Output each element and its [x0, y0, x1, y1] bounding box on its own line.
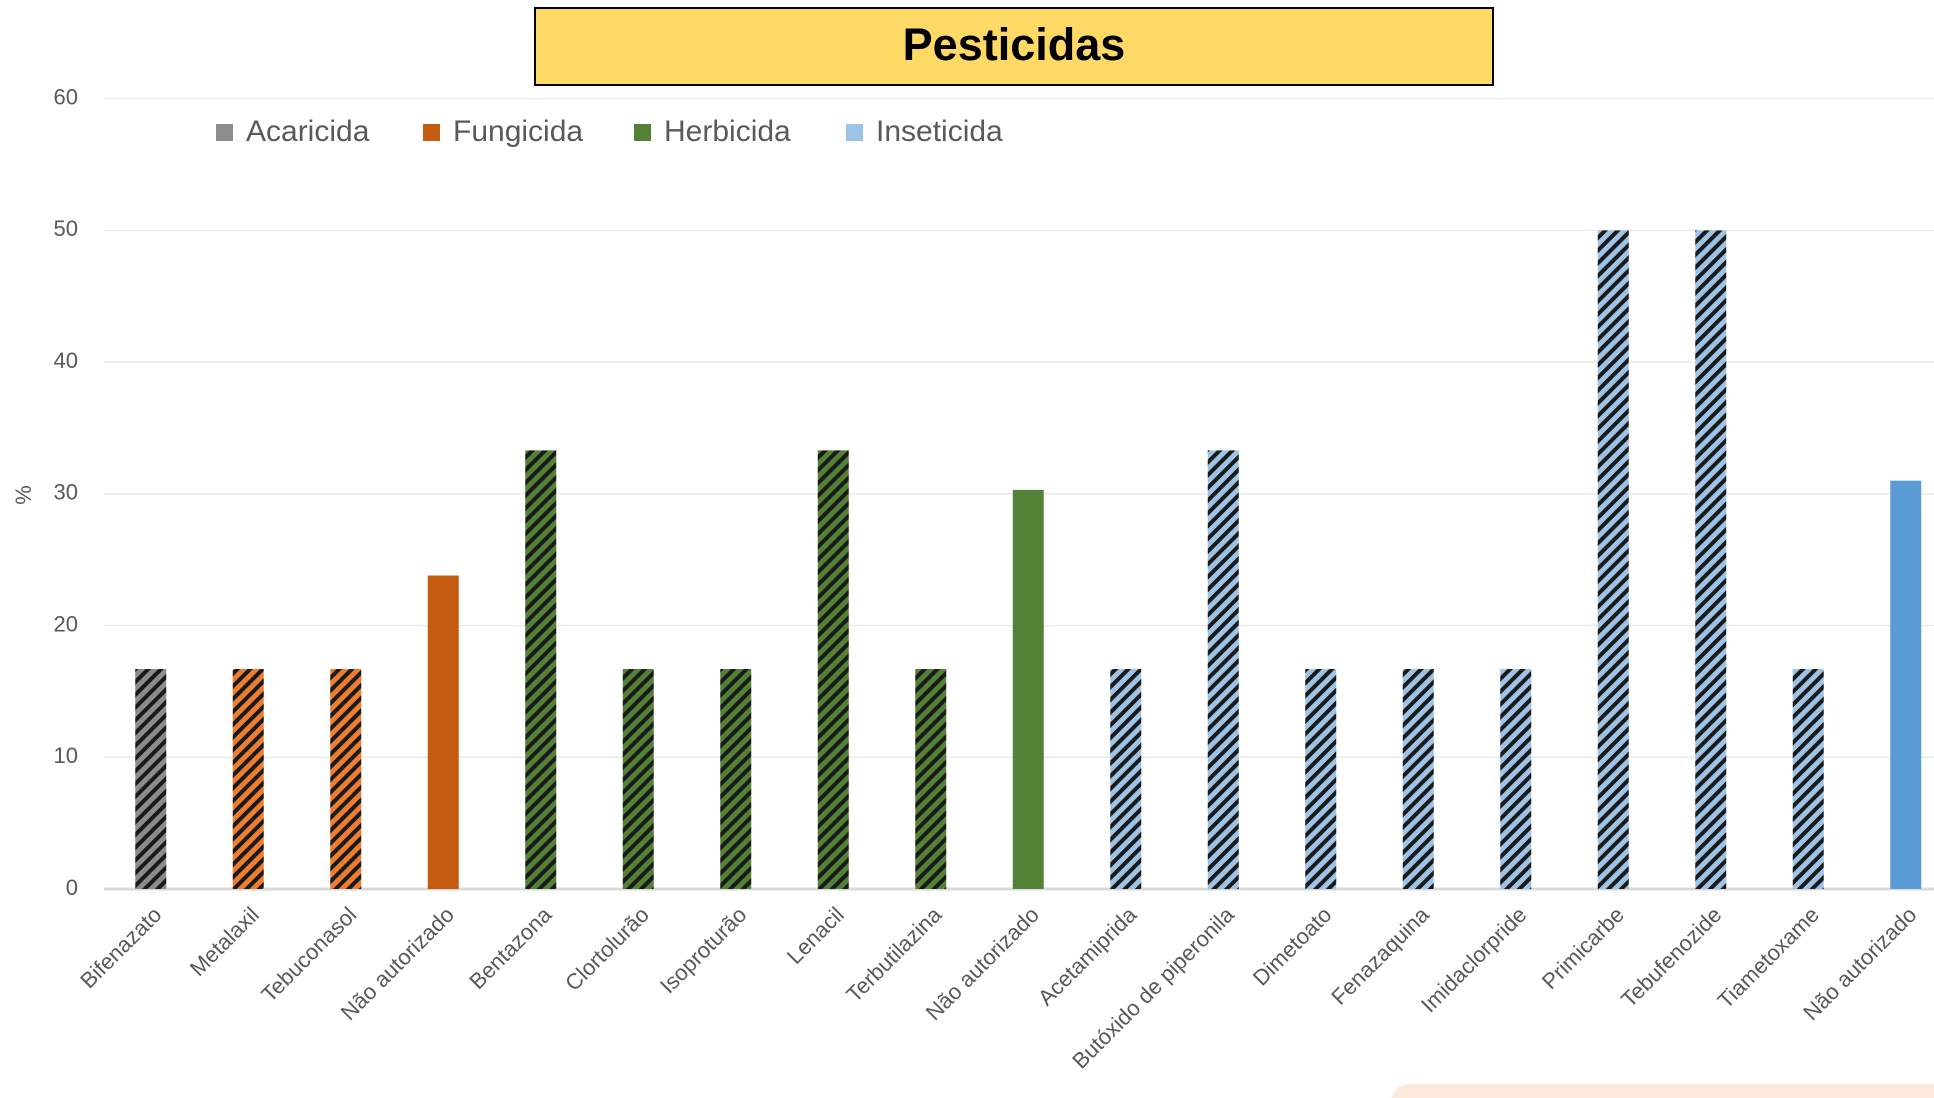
legend-swatch	[846, 124, 863, 141]
bar	[135, 669, 167, 889]
x-tick-label: Acetamiprida	[1033, 901, 1142, 1010]
x-tick-label: Butóxido de piperonila	[1067, 901, 1239, 1073]
legend-label: Acaricida	[246, 115, 370, 148]
x-tick-label: Terbutilazina	[841, 901, 947, 1007]
x-tick-label: Isoproturão	[655, 902, 751, 998]
y-tick-label: 0	[66, 875, 78, 900]
bar	[1012, 489, 1044, 889]
x-tick-label: Primicarbe	[1537, 902, 1629, 994]
bar	[1890, 480, 1922, 889]
bar	[817, 450, 849, 889]
bar	[915, 669, 947, 889]
x-tick-label: Fenazaquina	[1326, 901, 1434, 1009]
y-tick-label: 60	[54, 85, 78, 110]
x-tick-label: Clortolurão	[560, 902, 654, 996]
y-tick-label: 40	[54, 348, 78, 373]
chart-title: Pesticidas	[903, 19, 1126, 70]
y-tick-label: 10	[54, 743, 78, 768]
bar	[427, 575, 459, 889]
y-axis-label: %	[11, 485, 36, 505]
bar	[720, 669, 752, 889]
x-tick-label: Bifenazato	[75, 902, 166, 993]
bar	[232, 669, 264, 889]
x-tick-label: Metalaxil	[185, 902, 264, 981]
x-tick-label: Lenacil	[782, 902, 849, 969]
bar	[1402, 669, 1434, 889]
bar	[1792, 669, 1824, 889]
bar	[330, 669, 362, 889]
legend-label: Inseticida	[876, 115, 1003, 148]
legend-swatch	[634, 124, 651, 141]
bar	[1305, 669, 1337, 889]
legend-label: Fungicida	[453, 115, 583, 148]
x-tick-label: Tebufenozide	[1616, 902, 1726, 1012]
legend-swatch	[216, 124, 233, 141]
bar	[1110, 669, 1142, 889]
x-tick-label: Bentazona	[464, 901, 557, 994]
x-tick-label: Tiametoxame	[1713, 902, 1824, 1013]
legend-label: Herbicida	[664, 115, 791, 148]
bar	[1695, 230, 1727, 889]
title-box	[534, 7, 1494, 86]
bar	[1500, 669, 1532, 889]
bar	[1597, 230, 1629, 889]
bar	[525, 450, 557, 889]
x-tick-label: Dimetoato	[1248, 902, 1337, 991]
x-tick-label: Tebuconasol	[256, 902, 361, 1007]
y-tick-label: 50	[54, 216, 78, 241]
y-tick-label: 30	[54, 480, 78, 505]
y-tick-label: 20	[54, 611, 78, 636]
legend-swatch	[423, 124, 440, 141]
bar	[622, 669, 654, 889]
bar	[1207, 450, 1239, 889]
decoration	[1391, 1084, 1934, 1098]
legend-background	[164, 100, 1076, 164]
